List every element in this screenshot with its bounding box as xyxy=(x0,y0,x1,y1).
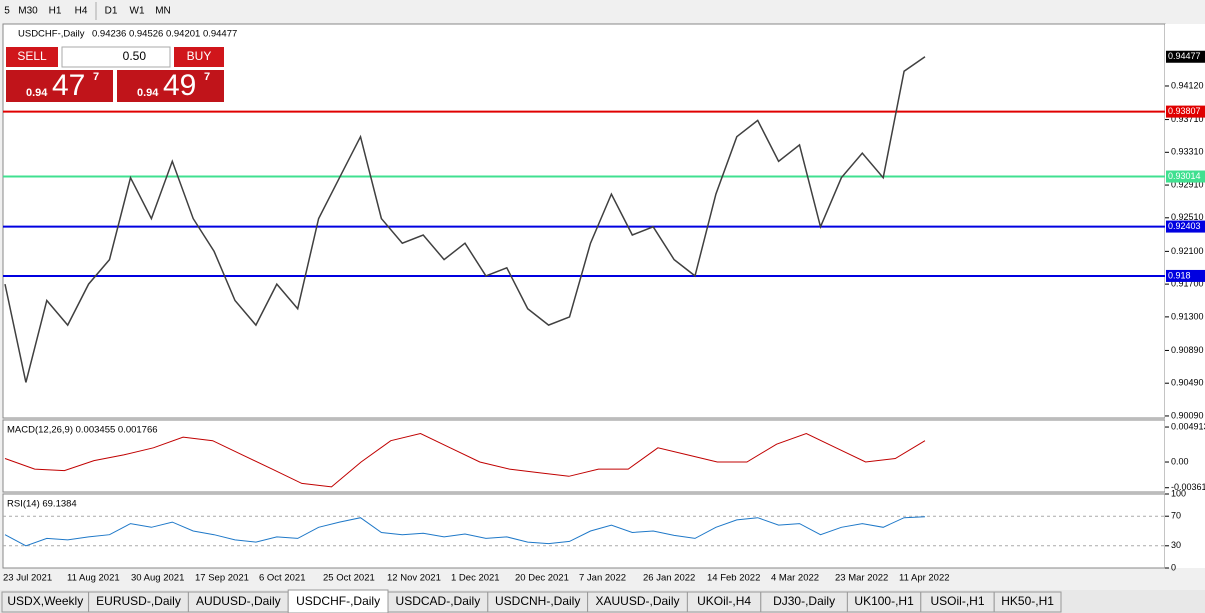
current-price: 0.94477 xyxy=(1168,51,1201,61)
x-tick-label: 23 Mar 2022 xyxy=(835,573,888,584)
tab-label[interactable]: USDCHF-,Daily xyxy=(296,594,380,608)
level-badge xyxy=(1166,269,1205,282)
buy-label[interactable]: BUY xyxy=(187,49,212,63)
timeframe-button[interactable]: M30 xyxy=(18,6,38,17)
tab-label[interactable]: HK50-,H1 xyxy=(1001,594,1054,608)
y-tick-label: 70 xyxy=(1171,511,1181,521)
bid-prefix: 0.94 xyxy=(26,87,48,99)
ask-prefix: 0.94 xyxy=(137,87,159,99)
panel-title: RSI(14) 69.1384 xyxy=(7,499,77,510)
y-tick-label: 0.94120 xyxy=(1171,80,1204,90)
timeframe-button[interactable]: D1 xyxy=(105,6,118,17)
y-tick-label: 0.92910 xyxy=(1171,179,1204,189)
tab-label[interactable]: UK100-,H1 xyxy=(854,594,914,608)
y-tick-label: 0.93710 xyxy=(1171,114,1204,124)
level-label: 0.92403 xyxy=(1168,221,1201,231)
tab-label[interactable]: DJ30-,Daily xyxy=(773,594,835,608)
tab-label[interactable]: UKOil-,H4 xyxy=(697,594,751,608)
timeframe-button[interactable]: 5 xyxy=(4,6,10,17)
y-tick-label: 0.004913 xyxy=(1171,421,1205,431)
y-tick-label: 0.90890 xyxy=(1171,345,1204,355)
y-tick-label: 0.91300 xyxy=(1171,311,1204,321)
x-tick-label: 20 Dec 2021 xyxy=(515,573,569,584)
series-line xyxy=(4,56,926,383)
macd-panel xyxy=(2,419,1166,493)
tab-label[interactable]: EURUSD-,Daily xyxy=(96,594,181,608)
x-tick-label: 30 Aug 2021 xyxy=(131,573,184,584)
panel-title: MACD(12,26,9) 0.003455 0.001766 xyxy=(7,425,158,436)
x-tick-label: 25 Oct 2021 xyxy=(323,573,375,584)
bid-box[interactable] xyxy=(6,70,113,102)
y-tick-label: 0.90490 xyxy=(1171,378,1204,388)
x-tick-label: 17 Sep 2021 xyxy=(195,573,249,584)
x-tick-label: 23 Jul 2021 xyxy=(3,573,52,584)
y-tick-label: 100 xyxy=(1171,488,1186,498)
y-tick-label: 30 xyxy=(1171,540,1181,550)
bid-main: 47 xyxy=(52,69,85,102)
tab-label[interactable]: USDCAD-,Daily xyxy=(396,594,481,608)
x-tick-label: 26 Jan 2022 xyxy=(643,573,695,584)
x-tick-label: 14 Feb 2022 xyxy=(707,573,760,584)
x-tick-label: 7 Jan 2022 xyxy=(579,573,626,584)
lot-input[interactable] xyxy=(61,46,171,68)
tab-label[interactable]: AUDUSD-,Daily xyxy=(196,594,281,608)
sell-button[interactable] xyxy=(6,47,58,67)
series-line xyxy=(4,432,926,488)
panel-title: USDCHF-,Daily xyxy=(18,29,85,40)
tab-label[interactable]: USDX,Weekly xyxy=(7,594,83,608)
level-badge xyxy=(1166,105,1205,118)
level-label: 0.93807 xyxy=(1168,106,1201,116)
x-tick-label: 11 Apr 2022 xyxy=(899,573,950,584)
toolbar xyxy=(0,0,1205,22)
y-tick-label: -0.00361 xyxy=(1171,482,1205,492)
level-badge xyxy=(1166,170,1205,183)
tab-label[interactable]: USOil-,H1 xyxy=(930,594,984,608)
tab-label[interactable]: XAUUSD-,Daily xyxy=(595,594,679,608)
timeframe-button[interactable]: H4 xyxy=(75,6,88,17)
x-tick-label: 11 Aug 2021 xyxy=(67,573,120,584)
timeframe-button[interactable]: W1 xyxy=(130,6,145,17)
x-tick-label: 1 Dec 2021 xyxy=(451,573,500,584)
sell-label[interactable]: SELL xyxy=(17,49,47,63)
level-label: 0.918 xyxy=(1168,270,1191,280)
ask-main: 49 xyxy=(163,69,196,102)
buy-button[interactable] xyxy=(174,47,224,67)
y-tick-label: 0.93310 xyxy=(1171,147,1204,157)
level-label: 0.93014 xyxy=(1168,171,1201,181)
lot-value: 0.50 xyxy=(123,49,147,63)
ask-box[interactable] xyxy=(117,70,224,102)
y-tick-label: 0.91700 xyxy=(1171,279,1204,289)
y-tick-label: 0 xyxy=(1171,562,1176,572)
price-badge xyxy=(1166,50,1205,63)
y-tick-label: 0.92510 xyxy=(1171,212,1204,222)
y-tick-label: 0.90090 xyxy=(1171,410,1204,420)
timeframe-button[interactable]: H1 xyxy=(49,6,62,17)
y-tick-label: 0.92100 xyxy=(1171,246,1204,256)
bid-sup: 7 xyxy=(93,71,99,83)
tab[interactable] xyxy=(993,591,1062,613)
x-tick-label: 12 Nov 2021 xyxy=(387,573,441,584)
rsi-panel xyxy=(2,493,1166,569)
ask-sup: 7 xyxy=(204,71,210,83)
timeframe-button[interactable]: MN xyxy=(155,6,171,17)
series-line xyxy=(4,516,926,547)
x-tick-label: 4 Mar 2022 xyxy=(771,573,819,584)
level-badge xyxy=(1166,220,1205,233)
tab-label[interactable]: USDCNH-,Daily xyxy=(495,594,580,608)
x-tick-label: 6 Oct 2021 xyxy=(259,573,305,584)
y-tick-label: 0.00 xyxy=(1171,456,1189,466)
panel-ohlc: 0.94236 0.94526 0.94201 0.94477 xyxy=(92,29,237,40)
